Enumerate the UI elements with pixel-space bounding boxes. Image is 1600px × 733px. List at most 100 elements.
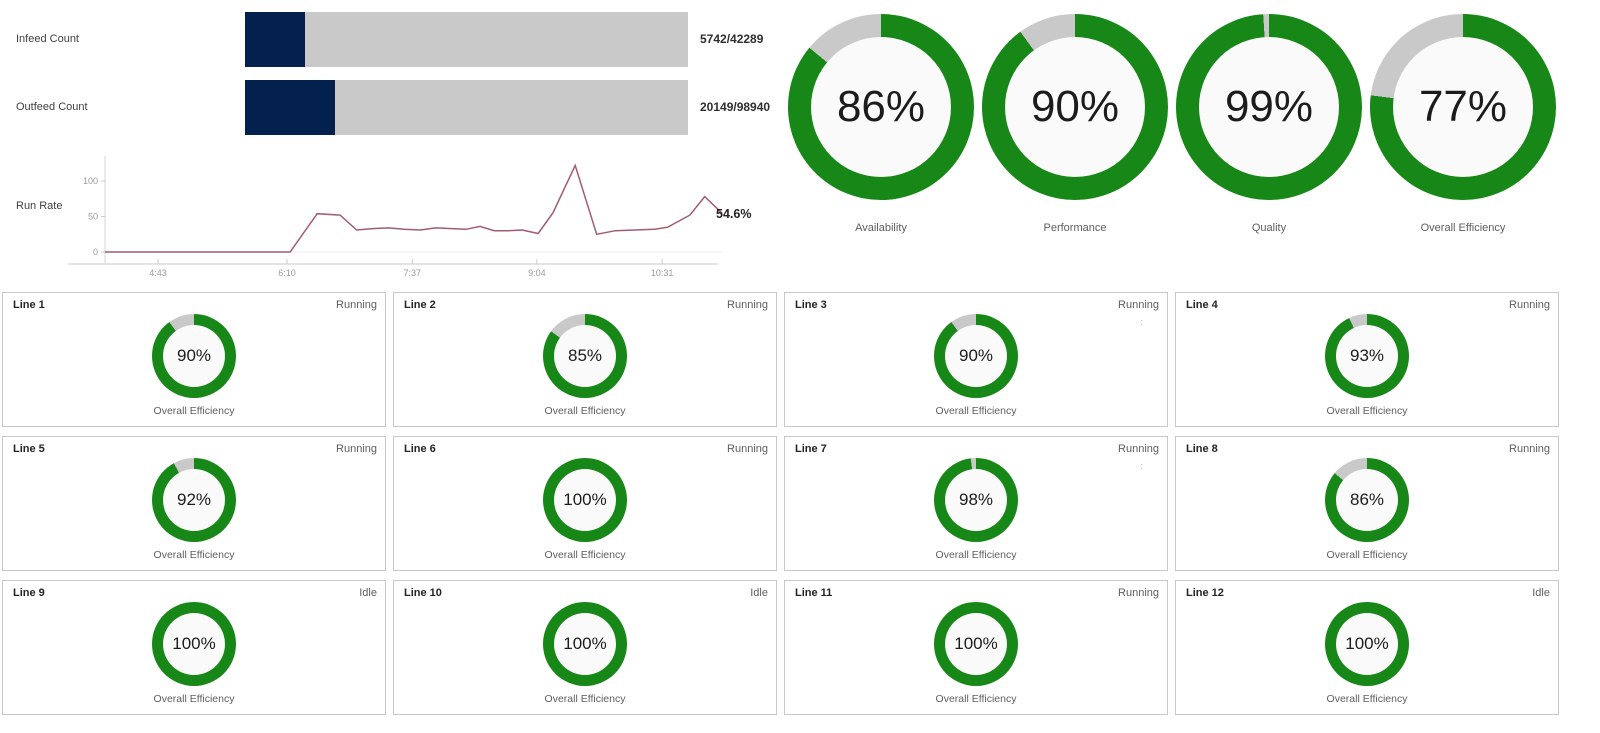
y-tick-label: 100	[83, 176, 98, 186]
x-tick-label: 10:31	[651, 268, 674, 278]
donut-ring: 86%	[1325, 458, 1409, 542]
line-card-status-badge: Idle	[1532, 587, 1550, 599]
gauge-label: Availability	[855, 222, 907, 234]
line-card-metric-label: Overall Efficiency	[1326, 549, 1408, 561]
line-card-metric-label: Overall Efficiency	[544, 405, 626, 417]
gauge-percent-value: 86%	[836, 82, 926, 131]
line-card-header: Line 12 Idle	[1186, 587, 1550, 599]
line-card[interactable]: Line 6 Running 100% Overall Efficiency	[393, 436, 777, 571]
line-card-title: Line 4	[1186, 299, 1218, 311]
line-card-metric-label: Overall Efficiency	[1326, 405, 1408, 417]
card-percent-value: 86%	[1349, 490, 1385, 509]
line-card[interactable]: Line 11 Running 100% Overall Efficiency	[784, 580, 1168, 715]
line-card-title: Line 9	[13, 587, 45, 599]
gauge-percent-value: 77%	[1418, 82, 1508, 131]
card-percent-value: 100%	[563, 490, 607, 509]
kpi-gauge[interactable]: 86% Availability	[788, 14, 974, 234]
line-card[interactable]: Line 2 Running 85% Overall Efficiency	[393, 292, 777, 427]
line-card[interactable]: Line 8 Running 86% Overall Efficiency	[1175, 436, 1559, 571]
donut-hole: 100%	[554, 469, 616, 531]
donut-hole: 90%	[163, 325, 225, 387]
line-card-title: Line 11	[795, 587, 833, 599]
line-card[interactable]: Line 10 Idle 100% Overall Efficiency	[393, 580, 777, 715]
line-card-status-badge: Running	[727, 443, 768, 455]
line-card[interactable]: Line 4 Running 93% Overall Efficiency	[1175, 292, 1559, 427]
x-tick-label: 7:37	[404, 268, 422, 278]
donut-ring: 100%	[543, 602, 627, 686]
line-card-metric-label: Overall Efficiency	[544, 693, 626, 705]
infeed-bar-fill	[245, 12, 306, 67]
run-rate-title: Run Rate	[16, 200, 63, 212]
line-card-header: Line 9 Idle	[13, 587, 377, 599]
line-card-title: Line 1	[13, 299, 45, 311]
line-card[interactable]: Line 5 Running 92% Overall Efficiency	[2, 436, 386, 571]
line-card-status-badge: Running	[1509, 299, 1550, 311]
y-tick-label: 0	[93, 247, 98, 257]
line-card[interactable]: Line 9 Idle 100% Overall Efficiency	[2, 580, 386, 715]
donut-hole: 99%	[1199, 37, 1339, 177]
outfeed-count-label: Outfeed Count	[16, 101, 88, 113]
line-card-header: Line 11 Running	[795, 587, 1159, 599]
donut-hole: 100%	[163, 613, 225, 675]
line-card[interactable]: Line 3 Running 90% : Overall Efficiency	[784, 292, 1168, 427]
donut-hole: 100%	[554, 613, 616, 675]
card-percent-value: 93%	[1349, 346, 1385, 365]
donut-ring: 85%	[543, 314, 627, 398]
outfeed-counter-row[interactable]: Outfeed Count 20149/98940	[0, 80, 790, 135]
line-card-status-badge: Idle	[750, 587, 768, 599]
infeed-bar-track	[245, 12, 688, 67]
line-card[interactable]: Line 7 Running 98% : Overall Efficiency	[784, 436, 1168, 571]
scroll-hint-dots: :	[1140, 461, 1143, 471]
line-card-metric-label: Overall Efficiency	[935, 405, 1017, 417]
card-percent-value: 90%	[958, 346, 994, 365]
x-tick-label: 9:04	[528, 268, 546, 278]
line-card[interactable]: Line 12 Idle 100% Overall Efficiency	[1175, 580, 1559, 715]
line-card-metric-label: Overall Efficiency	[544, 549, 626, 561]
gauge-label: Quality	[1251, 222, 1287, 234]
line-card-status-badge: Running	[336, 443, 377, 455]
gauge-percent-value: 90%	[1030, 82, 1120, 131]
card-percent-value: 100%	[172, 634, 216, 653]
infeed-count-value: 5742/42289	[700, 32, 764, 46]
line-card-title: Line 5	[13, 443, 45, 455]
infeed-counter-row[interactable]: Infeed Count 5742/42289	[0, 12, 790, 67]
donut-hole: 90%	[1005, 37, 1145, 177]
donut-hole: 85%	[554, 325, 616, 387]
donut-ring: 100%	[152, 602, 236, 686]
kpi-gauge[interactable]: 77% Overall Efficiency	[1370, 14, 1556, 234]
donut-hole: 100%	[945, 613, 1007, 675]
donut-ring: 93%	[1325, 314, 1409, 398]
line-card-title: Line 6	[404, 443, 436, 455]
outfeed-bar-track	[245, 80, 688, 135]
donut-ring: 99%	[1176, 14, 1362, 200]
line-card-title: Line 3	[795, 299, 827, 311]
line-card-title: Line 8	[1186, 443, 1218, 455]
infeed-count-label: Infeed Count	[16, 33, 79, 45]
line-card-header: Line 7 Running	[795, 443, 1159, 455]
run-rate-current-value: 54.6%	[716, 207, 752, 221]
outfeed-count-value: 20149/98940	[700, 100, 771, 114]
line-card-status-badge: Running	[336, 299, 377, 311]
donut-hole: 98%	[945, 469, 1007, 531]
kpi-gauge[interactable]: 90% Performance	[982, 14, 1168, 234]
line-card-header: Line 6 Running	[404, 443, 768, 455]
line-card-metric-label: Overall Efficiency	[153, 693, 235, 705]
line-card-header: Line 2 Running	[404, 299, 768, 311]
line-card-header: Line 10 Idle	[404, 587, 768, 599]
run-rate-chart[interactable]: 0 50 100 4:43 6:10 7:37 9:04 10:31	[60, 152, 760, 282]
card-percent-value: 100%	[563, 634, 607, 653]
donut-hole: 86%	[1336, 469, 1398, 531]
line-card-header: Line 4 Running	[1186, 299, 1550, 311]
donut-hole: 90%	[945, 325, 1007, 387]
line-card-header: Line 5 Running	[13, 443, 377, 455]
line-card-status-badge: Idle	[359, 587, 377, 599]
donut-hole: 86%	[811, 37, 951, 177]
line-card[interactable]: Line 1 Running 90% Overall Efficiency	[2, 292, 386, 427]
donut-ring: 100%	[543, 458, 627, 542]
x-tick-label: 4:43	[149, 268, 167, 278]
kpi-gauge[interactable]: 99% Quality	[1176, 14, 1362, 234]
line-card-title: Line 7	[795, 443, 827, 455]
donut-ring: 77%	[1370, 14, 1556, 200]
line-card-header: Line 3 Running	[795, 299, 1159, 311]
line-card-title: Line 12	[1186, 587, 1224, 599]
